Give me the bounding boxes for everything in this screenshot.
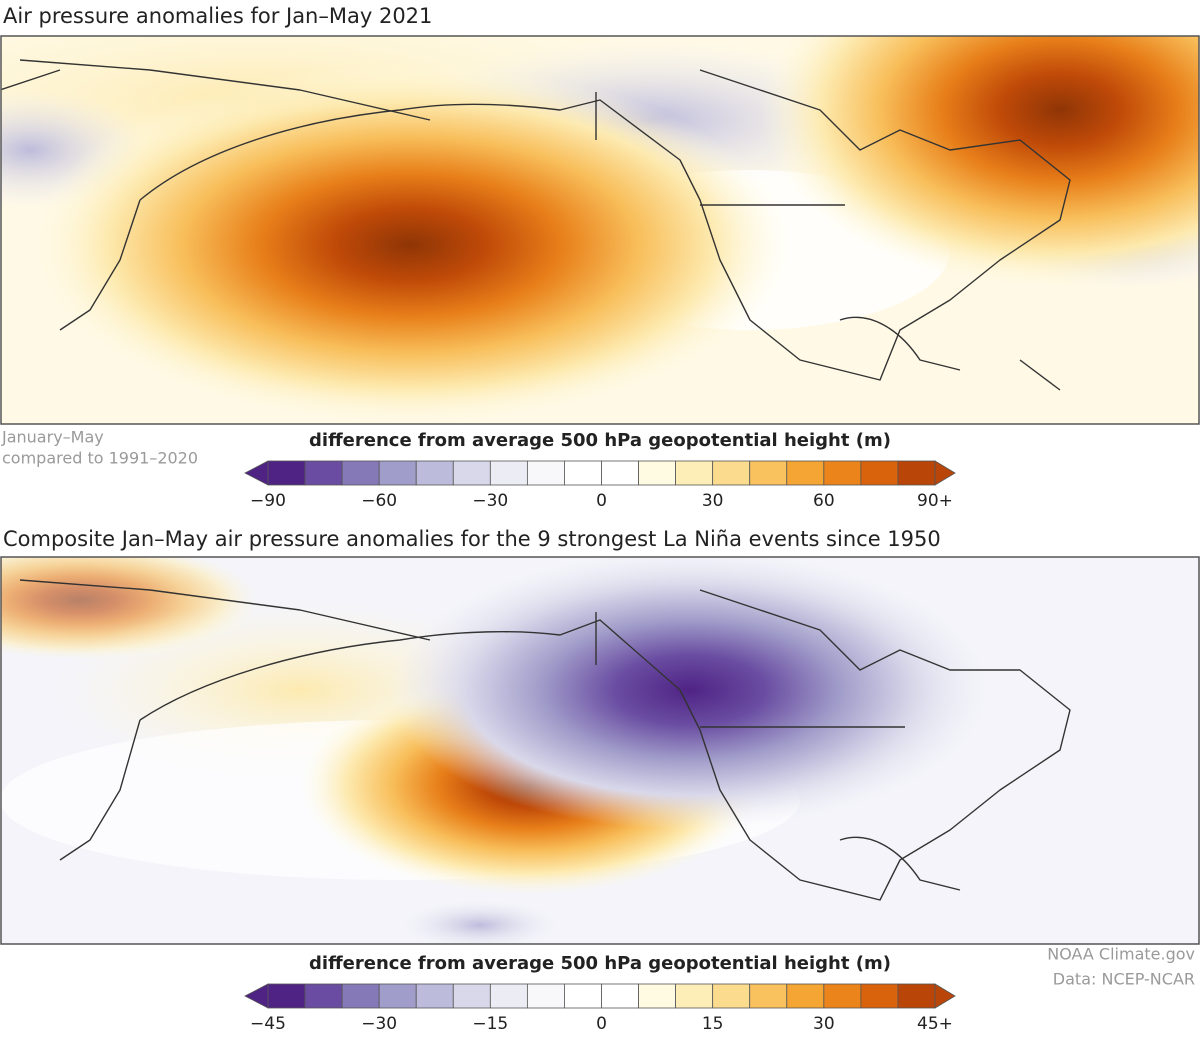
colorbar-box: [378, 983, 417, 1009]
colorbar-box: [897, 460, 936, 486]
colorbar-box: [897, 983, 936, 1009]
colorbar-box: [415, 983, 454, 1009]
colorbar-box: [601, 983, 639, 1009]
colorbar-tick-label: −15: [472, 1014, 508, 1034]
colorbar-tick-label: −30: [361, 1014, 397, 1034]
colorbar-tick-label: −90: [250, 491, 286, 511]
colorbar-label: difference from average 500 hPa geopoten…: [309, 953, 891, 974]
colorbar-box: [786, 983, 825, 1009]
colorbar-box: [675, 460, 714, 486]
map-1: [1, 36, 1199, 424]
colorbar-arrow: [244, 983, 269, 1009]
colorbar-box: [489, 460, 528, 486]
colorbar-tick-label: 15: [702, 1014, 724, 1034]
map-2: [1, 557, 1199, 944]
colorbar-box: [564, 460, 602, 486]
colorbar-tick-label: 45+: [917, 1014, 953, 1034]
colorbar-box: [378, 460, 417, 486]
colorbar-box: [304, 460, 343, 486]
colorbar-box: [638, 460, 677, 486]
colorbar-tick-label: 0: [596, 1014, 607, 1034]
colorbar-box: [341, 983, 380, 1009]
credit: NOAA Climate.gov: [1047, 945, 1195, 964]
panel-title: Air pressure anomalies for Jan–May 2021: [3, 4, 432, 28]
coastline: [19, 579, 961, 891]
colorbar-box: [749, 460, 788, 486]
colorbar-box: [526, 983, 565, 1009]
colorbar-arrow: [934, 983, 956, 1009]
colorbar-box: [860, 983, 899, 1009]
colorbar-box: [712, 460, 751, 486]
colorbar-arrow: [244, 460, 269, 486]
note: January–May: [1, 428, 104, 447]
colorbar-box: [452, 460, 491, 486]
colorbar-tick-label: −60: [361, 491, 397, 511]
colorbar-box: [304, 983, 343, 1009]
colorbar-tick-label: −30: [472, 491, 508, 511]
colorbar-box: [564, 983, 602, 1009]
colorbar-box: [415, 460, 454, 486]
colorbar-box: [601, 460, 639, 486]
colorbar-box: [823, 983, 862, 1009]
colorbar-tick-label: 90+: [917, 491, 953, 511]
colorbar-box: [860, 460, 899, 486]
colorbar-box: [267, 460, 306, 486]
colorbar-tick-label: 0: [596, 491, 607, 511]
colorbar-box: [489, 983, 528, 1009]
credit: Data: NCEP-NCAR: [1053, 970, 1195, 989]
colorbar-box: [786, 460, 825, 486]
coastline: [59, 69, 1071, 381]
panel-title: Composite Jan–May air pressure anomalies…: [3, 527, 941, 551]
colorbar-tick-label: −45: [250, 1014, 286, 1034]
colorbar-box: [452, 983, 491, 1009]
colorbar-box: [526, 460, 565, 486]
colorbar-arrow: [934, 460, 956, 486]
note: compared to 1991–2020: [2, 449, 198, 468]
colorbar-box: [749, 983, 788, 1009]
colorbar-box: [341, 460, 380, 486]
coastline: [59, 589, 1071, 901]
colorbar-tick-label: 30: [702, 491, 724, 511]
colorbar-box: [712, 983, 751, 1009]
colorbar-tick-label: 60: [813, 491, 835, 511]
colorbar-box: [823, 460, 862, 486]
colorbar-tick-label: 30: [813, 1014, 835, 1034]
colorbar-box: [675, 983, 714, 1009]
colorbar-box: [638, 983, 677, 1009]
colorbar-label: difference from average 500 hPa geopoten…: [309, 430, 891, 451]
coastline: [1, 59, 1061, 391]
map-frame: [0, 35, 1200, 425]
colorbar-box: [267, 983, 306, 1009]
map-frame: [0, 556, 1200, 945]
